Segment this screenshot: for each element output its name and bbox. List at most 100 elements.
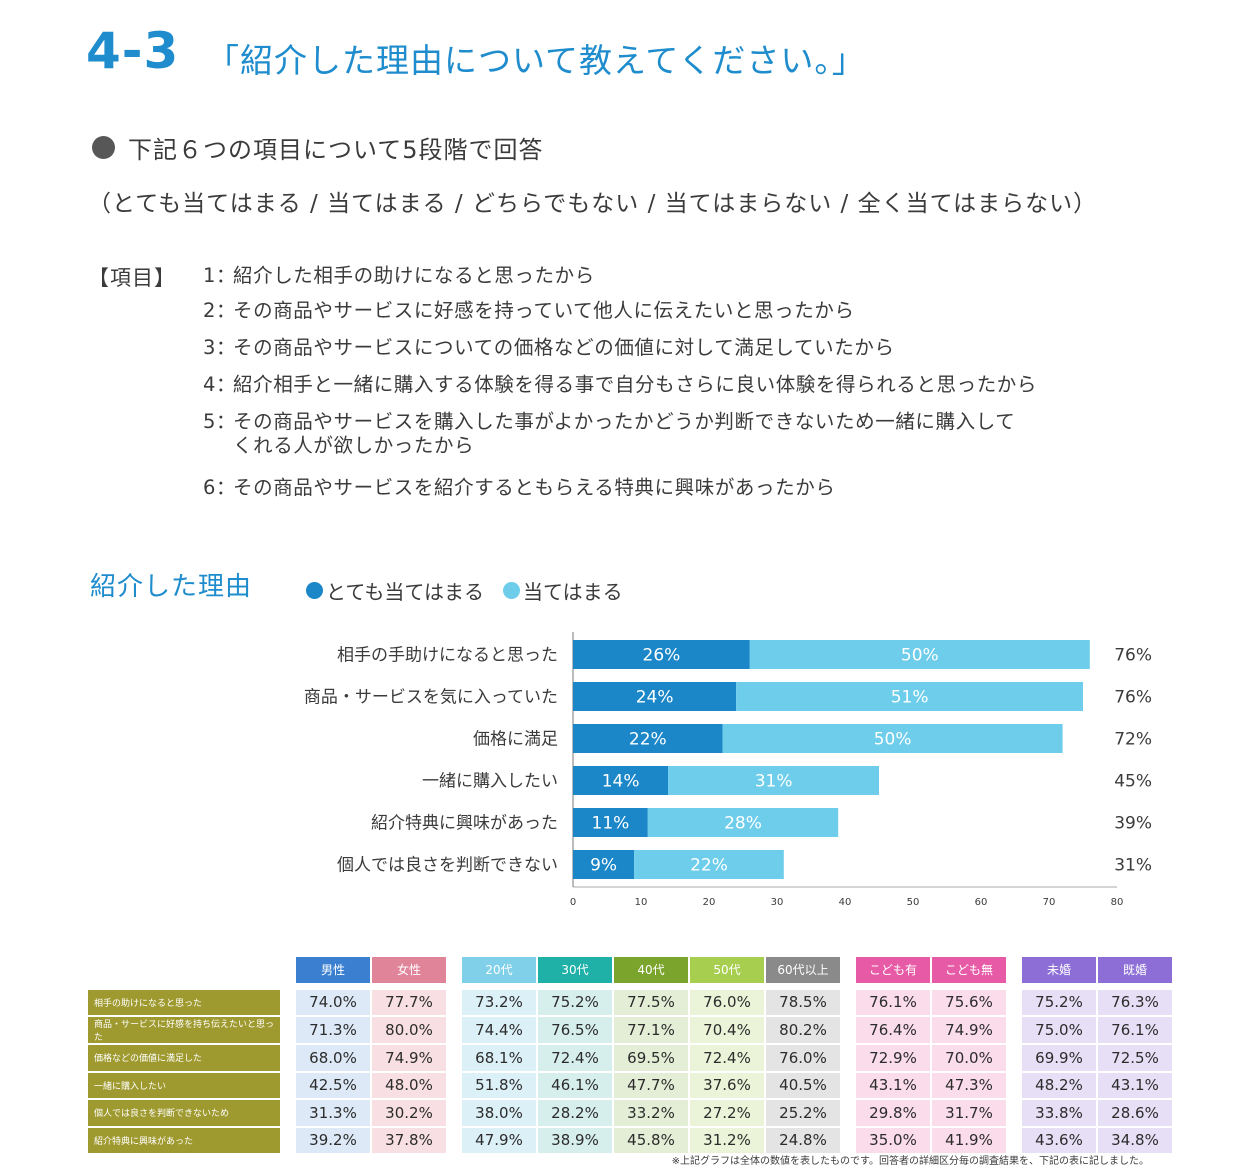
group-gap	[446, 1100, 460, 1128]
column-header: こども無	[930, 957, 1006, 983]
table-cell: 76.4%	[854, 1017, 930, 1045]
table-cell: 72.5%	[1096, 1045, 1172, 1073]
chart-title: 紹介した理由	[90, 572, 253, 602]
table-cell: 47.9%	[460, 1127, 536, 1155]
legend-dot-applies	[503, 582, 520, 599]
table-row: 相手の助けになると思った 74.0% 77.7% 73.2% 75.2% 77.5% 76.…	[88, 989, 1172, 1017]
table-cell: 31.2%	[688, 1127, 764, 1155]
spacer-cell	[88, 983, 1172, 990]
group-gap	[1006, 1100, 1020, 1128]
item-text: その商品やサービスを購入した事がよかったかどうか判断できないため一緒に購入してく…	[233, 410, 1015, 458]
item-6: 6：その商品やサービスを紹介するともらえる特典に興味があったから	[203, 476, 835, 500]
table-cell: 69.5%	[612, 1045, 688, 1073]
item-text: 紹介相手と一緒に購入する体験を得る事で自分もさらに良い体験を得られると思ったから	[233, 373, 1038, 396]
table-cell: 74.4%	[460, 1017, 536, 1045]
column-header: 40代	[612, 957, 688, 983]
items-label: 【項目】	[88, 266, 176, 290]
data-label: 22%	[629, 730, 667, 750]
item-text-line1: その商品やサービスを購入した事がよかったかどうか判断できないため一緒に購入して	[233, 410, 1016, 433]
table-cell: 48.2%	[1020, 1072, 1096, 1100]
column-header: 20代	[460, 957, 536, 983]
question-title: 「紹介した理由について教えてください。」	[206, 41, 866, 80]
group-gap	[446, 1073, 460, 1101]
group-gap	[1006, 1073, 1020, 1101]
column-header: 30代	[536, 957, 612, 983]
total-label: 76%	[1114, 646, 1152, 666]
bar-segment	[573, 808, 648, 837]
item-1: 1：紹介した相手の助けになると思ったから	[203, 264, 595, 288]
table-cell: 37.8%	[370, 1127, 446, 1155]
table-cell: 37.6%	[688, 1072, 764, 1100]
table-cell: 76.3%	[1096, 989, 1172, 1017]
table-cell: 28.6%	[1096, 1100, 1172, 1128]
item-number: 4：	[203, 373, 237, 396]
table-cell: 39.2%	[294, 1127, 370, 1155]
stacked-bar-chart: 相手の手助けになると思った 26% 50% 76% 商品・サービスを気に入っていた 24%…	[304, 632, 1152, 908]
table-cell: 75.0%	[1020, 1017, 1096, 1045]
table-cell: 51.8%	[460, 1072, 536, 1100]
column-header: 60代以上	[764, 957, 840, 983]
category-label: 価格に満足	[473, 730, 558, 750]
table-cell: 28.2%	[536, 1100, 612, 1128]
total-label: 72%	[1114, 730, 1152, 750]
column-header: 50代	[688, 957, 764, 983]
x-tick-label: 10	[635, 897, 648, 908]
bar-segment	[647, 808, 839, 837]
table-row: 価格などの価値に満足した 68.0% 74.9% 68.1% 72.4% 69.5% 72.…	[88, 1045, 1172, 1073]
table-cell: 68.0%	[294, 1045, 370, 1073]
table-cell: 80.2%	[764, 1017, 840, 1045]
table-cell: 74.9%	[370, 1045, 446, 1073]
table-cell: 25.2%	[764, 1100, 840, 1128]
total-label: 76%	[1114, 688, 1152, 708]
legend-label-very: とても当てはまる	[326, 580, 484, 604]
table-cell: 69.9%	[1020, 1045, 1096, 1073]
table-cell: 77.7%	[370, 989, 446, 1017]
breakdown-table: 男性 女性 20代 30代 40代 50代 60代以上 こども有 こども無 未婚 既婚 相手の助けにな…	[88, 957, 1172, 1155]
item-5: 5：その商品やサービスを購入した事がよかったかどうか判断できないため一緒に購入し…	[203, 410, 1015, 458]
table-cell: 48.0%	[370, 1072, 446, 1100]
item-2: 2：その商品やサービスに好感を持っていて他人に伝えたいと思ったから	[203, 299, 855, 323]
table-cell: 75.2%	[1020, 989, 1096, 1017]
row-label: 相手の助けになると思った	[88, 989, 280, 1017]
table-cell: 33.2%	[612, 1100, 688, 1128]
data-label: 14%	[602, 772, 640, 792]
group-gap	[840, 1128, 854, 1156]
table-spacer-row	[88, 983, 1172, 990]
group-gap	[1006, 1017, 1020, 1045]
answer-scale: （とても当てはまる / 当てはまる / どちらでもない / 当てはまらない / …	[88, 191, 1098, 217]
table-cell: 24.8%	[764, 1127, 840, 1155]
table-cell: 41.9%	[930, 1127, 1006, 1155]
group-gap	[840, 1045, 854, 1073]
group-gap	[280, 1017, 294, 1045]
table-cell: 46.1%	[536, 1072, 612, 1100]
table-cell: 73.2%	[460, 989, 536, 1017]
category-label: 紹介特典に興味があった	[371, 814, 558, 834]
group-gap	[446, 1045, 460, 1073]
table-cell: 76.0%	[764, 1045, 840, 1073]
table-cell: 47.7%	[612, 1072, 688, 1100]
table-cell: 43.1%	[854, 1072, 930, 1100]
group-gap	[1006, 1128, 1020, 1156]
total-label: 39%	[1114, 814, 1152, 834]
table-cell: 75.2%	[536, 989, 612, 1017]
total-label: 31%	[1114, 856, 1152, 876]
table-cell: 76.0%	[688, 989, 764, 1017]
table-cell: 43.1%	[1096, 1072, 1172, 1100]
group-gap	[446, 1128, 460, 1156]
category-label: 相手の手助けになると思った	[337, 646, 558, 666]
table-corner	[88, 957, 280, 983]
bar-segment	[722, 724, 1063, 753]
table-cell: 38.0%	[460, 1100, 536, 1128]
x-tick-label: 60	[975, 897, 988, 908]
item-4: 4：紹介相手と一緒に購入する体験を得る事で自分もさらに良い体験を得られると思った…	[203, 373, 1037, 397]
column-header: 女性	[370, 957, 446, 983]
bar-segment	[634, 850, 784, 879]
table-cell: 76.1%	[854, 989, 930, 1017]
bar-segment	[573, 766, 669, 795]
group-gap	[840, 957, 854, 983]
table-cell: 30.2%	[370, 1100, 446, 1128]
total-label: 45%	[1114, 772, 1152, 792]
data-label: 24%	[636, 688, 674, 708]
table-cell: 77.5%	[612, 989, 688, 1017]
data-label: 51%	[891, 688, 929, 708]
